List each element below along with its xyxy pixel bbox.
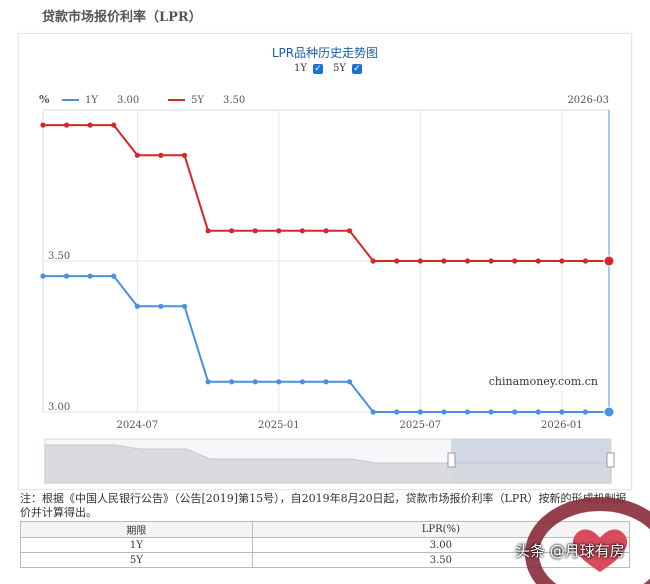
data-point-5Y bbox=[299, 228, 306, 234]
data-point-1Y bbox=[40, 273, 46, 279]
legend-name-1Y: 1Y bbox=[85, 95, 98, 106]
data-point-1Y bbox=[276, 379, 282, 385]
data-point-5Y bbox=[181, 152, 188, 158]
data-point-5Y bbox=[417, 258, 423, 264]
data-point-1Y bbox=[181, 303, 188, 309]
data-point-1Y bbox=[87, 273, 93, 279]
crosshair-date-label: 2026-03 bbox=[567, 95, 609, 106]
data-point-5Y bbox=[134, 152, 140, 158]
data-point-5Y bbox=[158, 152, 164, 158]
site-watermark: chinamoney.com.cn bbox=[489, 375, 598, 388]
data-point-1Y bbox=[158, 303, 164, 309]
data-point-5Y bbox=[370, 258, 376, 264]
x-tick-label: 2025-01 bbox=[258, 420, 300, 431]
data-point-5Y bbox=[252, 228, 258, 234]
data-point-1Y bbox=[63, 273, 70, 279]
data-point-1Y bbox=[417, 409, 423, 415]
y-axis-unit-label: % bbox=[39, 93, 50, 106]
data-point-1Y bbox=[252, 379, 258, 385]
data-point-5Y bbox=[346, 228, 353, 234]
x-tick-label: 2026-01 bbox=[541, 420, 583, 431]
series-line-5Y bbox=[43, 124, 609, 262]
toggle-1y-label: 1Y bbox=[294, 63, 307, 74]
data-point-5Y bbox=[535, 258, 541, 264]
zoom-preview-area bbox=[44, 444, 612, 484]
legend-value-1Y: 3.00 bbox=[117, 95, 139, 106]
toggle-5y-checkbox[interactable]: ✓ bbox=[351, 63, 362, 74]
header-term: 期限 bbox=[20, 521, 253, 538]
data-point-5Y bbox=[464, 258, 471, 264]
cell-term: 5Y bbox=[20, 552, 253, 568]
data-point-5Y bbox=[488, 258, 494, 264]
data-point-1Y bbox=[205, 379, 211, 385]
data-point-5Y bbox=[205, 228, 211, 234]
zoom-handle-left[interactable] bbox=[447, 452, 456, 468]
table-row: 5Y 3.50 bbox=[20, 552, 631, 568]
x-tick-label: 2025-07 bbox=[400, 420, 442, 431]
data-point-1Y bbox=[323, 379, 329, 385]
social-watermark: 头条 @月球有房 bbox=[515, 542, 625, 560]
toggle-1y-checkbox[interactable]: ✓ bbox=[312, 63, 323, 74]
data-point-5Y bbox=[512, 258, 518, 264]
data-point-5Y bbox=[63, 122, 70, 128]
heart-sticker-icon bbox=[525, 497, 650, 584]
data-point-5Y bbox=[559, 258, 565, 264]
series-line-1Y bbox=[43, 275, 609, 413]
x-tick-label: 2024-07 bbox=[117, 420, 159, 431]
data-point-1Y bbox=[370, 409, 376, 415]
data-point-1Y bbox=[488, 409, 494, 415]
data-point-5Y bbox=[603, 255, 615, 267]
zoom-handle-right[interactable] bbox=[606, 452, 615, 468]
data-point-1Y bbox=[229, 379, 235, 385]
data-point-1Y bbox=[394, 409, 400, 415]
data-point-5Y bbox=[441, 258, 447, 264]
data-point-1Y bbox=[346, 379, 353, 385]
data-point-5Y bbox=[40, 122, 46, 128]
toggle-5y-label: 5Y bbox=[332, 63, 346, 74]
data-point-5Y bbox=[111, 122, 117, 128]
data-point-1Y bbox=[535, 409, 541, 415]
legend-name-5Y: 5Y bbox=[191, 95, 204, 106]
data-point-5Y bbox=[394, 258, 400, 264]
chart-title: LPR品种历史走势图 bbox=[271, 46, 379, 60]
data-point-1Y bbox=[441, 409, 447, 415]
data-point-1Y bbox=[559, 409, 565, 415]
data-point-5Y bbox=[582, 258, 589, 264]
y-tick-label: 3.50 bbox=[48, 251, 70, 262]
lpr-line-chart[interactable]: % 3.50 3.00 2024-07 2025-01 2025-07 2026-01 202… bbox=[0, 0, 650, 500]
data-point-1Y bbox=[464, 409, 471, 415]
legend-value-5Y: 3.50 bbox=[223, 95, 245, 106]
data-point-5Y bbox=[87, 122, 93, 128]
series-toggles: 1Y ✓ 5Y ✓ bbox=[294, 63, 368, 74]
cell-term: 1Y bbox=[20, 537, 253, 553]
data-point-1Y bbox=[512, 409, 518, 415]
page-title: 贷款市场报价利率（LPR） bbox=[42, 10, 202, 25]
y-tick-label: 3.00 bbox=[48, 402, 70, 413]
data-point-1Y bbox=[603, 406, 615, 418]
data-point-1Y bbox=[134, 303, 140, 309]
data-point-1Y bbox=[582, 409, 589, 415]
data-point-5Y bbox=[323, 228, 329, 234]
data-point-1Y bbox=[299, 379, 306, 385]
data-point-1Y bbox=[111, 273, 117, 279]
data-point-5Y bbox=[229, 228, 235, 234]
footnote: 注：根据《中国人民银行公告》（公告[2019]第15号），自2019年8月20日… bbox=[20, 492, 627, 519]
data-point-5Y bbox=[276, 228, 282, 234]
